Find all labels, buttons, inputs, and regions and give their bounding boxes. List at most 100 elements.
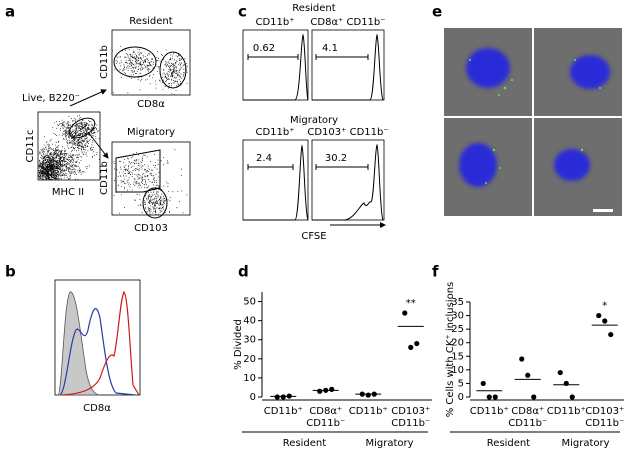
y-tick-label: 40 — [243, 316, 256, 327]
data-point — [274, 394, 280, 400]
gate-bracket — [315, 54, 369, 60]
scale-bar — [593, 209, 613, 212]
y-tick-label: 0 — [458, 392, 464, 403]
panel-letter: a — [5, 3, 15, 21]
data-point — [365, 392, 371, 398]
nucleus — [459, 143, 497, 187]
gate-label: Live, B220⁻ — [22, 93, 80, 104]
y-tick-label: 20 — [451, 338, 464, 349]
y-tick-label: 30 — [451, 311, 464, 322]
histogram — [312, 143, 384, 221]
y-axis-label: CD11b — [99, 161, 110, 195]
nucleus — [554, 149, 590, 181]
plot-frame — [311, 139, 385, 221]
plot-frame — [111, 29, 191, 96]
data-point — [280, 394, 286, 400]
plot-title: CD8α⁺ CD11b⁻ — [310, 17, 385, 28]
plot-frame — [111, 141, 191, 216]
group-label: Migratory — [561, 438, 609, 449]
y-tick-label: 0 — [250, 392, 256, 403]
y-axis-label: CD11c — [25, 130, 36, 163]
y-tick-label: 20 — [243, 354, 256, 365]
y-tick-label: 10 — [451, 365, 464, 376]
gate — [115, 149, 161, 193]
gate-value: 4.1 — [322, 43, 338, 54]
gate-bracket — [247, 164, 294, 170]
y-axis-label: % Cells with CK⁺ inclusions — [445, 282, 456, 418]
data-point — [317, 388, 323, 394]
data-point — [414, 340, 420, 347]
x-tick-label: CD11b⁻ — [306, 418, 345, 429]
y-axis-label: % Divided — [233, 319, 244, 370]
y-axis-label: CD11b — [99, 45, 110, 79]
y-tick-label: 5 — [458, 378, 464, 389]
y-tick-label: 30 — [243, 335, 256, 346]
nucleus — [466, 48, 510, 88]
y-tick-label: 50 — [243, 297, 256, 308]
plot-title: Resident — [292, 3, 335, 14]
gate-value: 0.62 — [253, 43, 275, 54]
gate-value: 30.2 — [325, 153, 347, 164]
data-point — [525, 372, 531, 378]
panel-letter: d — [238, 263, 249, 281]
histogram — [243, 144, 309, 221]
group-label: Resident — [283, 438, 326, 449]
event-cloud — [113, 149, 188, 215]
data-point — [402, 310, 408, 316]
x-tick-label: CD11b⁺ — [264, 406, 303, 417]
inclusions — [469, 59, 601, 184]
plot-title: Resident — [129, 16, 172, 27]
data-point — [596, 312, 602, 319]
gate — [68, 117, 96, 139]
data-point — [557, 369, 563, 376]
gate-bracket — [247, 54, 299, 60]
x-axis-label: CFSE — [301, 231, 326, 242]
panel-letter: b — [5, 263, 16, 281]
y-tick-label: 35 — [451, 297, 464, 308]
plot-title: CD11b⁺ — [255, 17, 294, 28]
plot-title: CD103⁺ CD11b⁻ — [307, 127, 388, 138]
x-tick-label: CD8α⁺ — [511, 406, 544, 417]
y-tick-label: 25 — [451, 324, 464, 335]
x-tick-label: CD8α⁺ — [309, 406, 342, 417]
panel-letter: c — [238, 3, 247, 21]
panel-letter: f — [432, 263, 439, 281]
panel-letter: e — [432, 3, 442, 21]
x-tick-label: CD11b⁺ — [547, 406, 586, 417]
x-tick-label: CD103⁺ — [585, 406, 624, 417]
data-point — [486, 394, 492, 400]
micrographs — [444, 28, 622, 216]
plot-title: Migratory — [290, 115, 338, 126]
plot-title: CD11b⁺ — [255, 127, 294, 138]
event-cloud — [38, 115, 100, 180]
nucleus — [570, 55, 610, 89]
group-label: Migratory — [365, 438, 413, 449]
x-axis-label: CD8α — [83, 403, 111, 414]
data-point — [480, 380, 486, 387]
data-point — [569, 394, 575, 400]
significance-label: ** — [406, 298, 416, 309]
gate — [159, 51, 187, 89]
histogram-red — [61, 290, 140, 396]
x-tick-label: CD11b⁺ — [470, 406, 509, 417]
histogram — [243, 33, 309, 101]
plot-frame — [242, 139, 309, 221]
x-tick-label: CD11b⁻ — [508, 418, 547, 429]
x-tick-label: CD11b⁻ — [585, 418, 624, 429]
x-axis-label: MHC II — [52, 187, 84, 198]
y-tick-label: 15 — [451, 351, 464, 362]
plot-frame — [311, 29, 385, 101]
data-point — [408, 344, 414, 350]
y-tick-label: 10 — [243, 373, 256, 384]
plot-title: Migratory — [127, 127, 175, 138]
data-point — [608, 331, 614, 338]
x-axis-label: CD103 — [134, 223, 168, 234]
arrow — [87, 131, 109, 159]
data-point — [329, 386, 335, 392]
gate-bracket — [315, 164, 369, 170]
significance-label: * — [602, 301, 607, 312]
gate-value: 2.4 — [256, 153, 272, 164]
x-axis-label: CD8α — [137, 99, 165, 110]
histogram-control — [57, 291, 101, 396]
